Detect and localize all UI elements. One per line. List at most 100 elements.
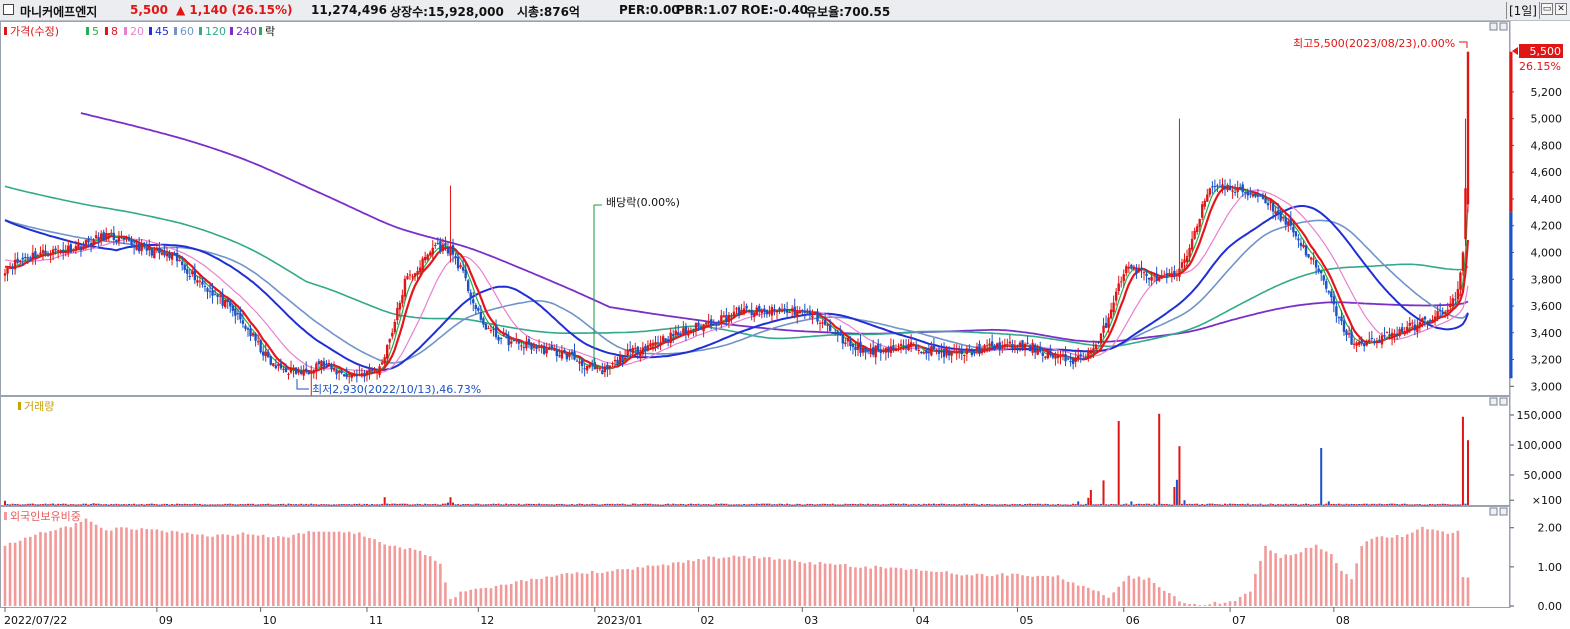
foreign-bar bbox=[423, 555, 427, 606]
volume-bar bbox=[464, 504, 467, 506]
foreign-bar bbox=[1299, 552, 1303, 606]
foreign-bar bbox=[717, 558, 721, 606]
volume-bar bbox=[173, 504, 176, 506]
foreign-bar bbox=[34, 534, 37, 606]
volume-bar bbox=[429, 504, 432, 506]
candle-down bbox=[342, 374, 346, 377]
candle-down bbox=[725, 315, 728, 321]
select-checkbox[interactable] bbox=[3, 4, 14, 15]
volume-bar bbox=[107, 504, 110, 506]
minimize-button[interactable]: ▭ bbox=[1541, 3, 1553, 15]
foreign-bar bbox=[1370, 538, 1374, 606]
volume-bar bbox=[176, 503, 179, 505]
moving-average-lines bbox=[4, 112, 1470, 377]
x-tick-label: 2022/07/22 bbox=[4, 614, 67, 627]
candle-down bbox=[527, 339, 531, 345]
price-tick-label: 5,200 bbox=[1531, 86, 1563, 99]
foreign-bar bbox=[763, 557, 766, 606]
volume-bar bbox=[1335, 504, 1338, 506]
candle-up bbox=[585, 366, 589, 371]
foreign-bar bbox=[408, 547, 412, 606]
volume-bar bbox=[1348, 504, 1351, 506]
volume-bar bbox=[181, 504, 184, 506]
candle-up bbox=[1365, 340, 1368, 346]
candle-up bbox=[1013, 347, 1017, 350]
price-panel bbox=[0, 21, 1510, 396]
volume-bar bbox=[1130, 501, 1133, 505]
volume-bar bbox=[1203, 504, 1206, 506]
volume-bar bbox=[507, 504, 510, 506]
volume-bar bbox=[378, 504, 381, 506]
candle-down bbox=[1322, 275, 1325, 281]
candle-down bbox=[773, 309, 776, 311]
volume-bar bbox=[1320, 448, 1323, 505]
candle-down bbox=[565, 354, 569, 360]
close-button[interactable]: ✕ bbox=[1555, 3, 1567, 15]
volume-bar bbox=[821, 503, 824, 505]
foreign-bar bbox=[950, 573, 953, 606]
candle-up bbox=[674, 330, 677, 336]
candle-up bbox=[1231, 190, 1234, 192]
foreign-bar bbox=[636, 567, 640, 606]
listed-shares: 상장수:15,928,000 bbox=[390, 5, 504, 19]
foreign-bar bbox=[433, 560, 437, 606]
foreign-bar bbox=[388, 545, 392, 606]
candle-down bbox=[244, 325, 247, 329]
candle-up bbox=[598, 368, 602, 370]
volume-bar bbox=[626, 504, 629, 506]
candle-up bbox=[727, 314, 731, 323]
foreign-bar bbox=[752, 556, 756, 606]
candle-down bbox=[54, 248, 57, 251]
candle-up bbox=[811, 315, 814, 318]
candle-down bbox=[246, 328, 250, 330]
candle-up bbox=[568, 354, 571, 357]
candle-down bbox=[1340, 316, 1343, 321]
volume-bar bbox=[1107, 504, 1110, 506]
volume-bar bbox=[424, 503, 427, 505]
volume-bar bbox=[1322, 504, 1325, 506]
candle-down bbox=[439, 241, 442, 251]
volume-bar bbox=[831, 503, 834, 505]
volume-bar bbox=[246, 503, 249, 505]
foreign-panel-close-button[interactable] bbox=[1499, 507, 1508, 516]
candle-down bbox=[1441, 312, 1444, 315]
candle-up bbox=[388, 338, 391, 343]
foreign-bar bbox=[110, 530, 113, 606]
candle-up bbox=[441, 244, 445, 252]
foreign-bar bbox=[469, 589, 473, 606]
foreign-bar bbox=[104, 530, 108, 606]
candle-down bbox=[1173, 270, 1176, 275]
stock-name: 마니커에프엔지 bbox=[20, 5, 98, 19]
candle-up bbox=[958, 350, 961, 352]
candle-down bbox=[697, 322, 700, 326]
volume-bar bbox=[705, 504, 708, 506]
price-panel-max-button[interactable] bbox=[1489, 22, 1498, 31]
volume-panel-max-button[interactable] bbox=[1489, 397, 1498, 406]
volume-bar bbox=[315, 504, 318, 506]
volume-bar bbox=[133, 503, 136, 505]
volume-bar bbox=[867, 503, 870, 505]
x-tick-label: 04 bbox=[916, 614, 930, 627]
volume-bar bbox=[1241, 503, 1244, 505]
candle-down bbox=[1327, 291, 1330, 293]
volume-bar bbox=[900, 504, 903, 506]
candle-down bbox=[823, 319, 827, 325]
candle-down bbox=[575, 360, 579, 362]
volume-bar bbox=[538, 503, 541, 505]
volume-panel-close-button[interactable] bbox=[1499, 397, 1508, 406]
candle-down bbox=[436, 243, 440, 245]
price-panel-close-button[interactable] bbox=[1499, 22, 1508, 31]
volume-bar bbox=[533, 503, 536, 505]
period-selector[interactable]: [1일] bbox=[1505, 2, 1540, 19]
candle-down bbox=[497, 336, 500, 341]
volume-bar bbox=[778, 503, 781, 505]
candle-down bbox=[284, 368, 288, 373]
candle-up bbox=[1001, 346, 1004, 348]
candle-up bbox=[64, 250, 67, 254]
foreign-bar bbox=[1056, 575, 1060, 606]
volume-bar bbox=[64, 503, 67, 505]
foreign-panel-max-button[interactable] bbox=[1489, 507, 1498, 516]
foreign-bar bbox=[13, 542, 17, 606]
volume-bar bbox=[467, 503, 470, 505]
candle-up bbox=[1137, 267, 1141, 272]
